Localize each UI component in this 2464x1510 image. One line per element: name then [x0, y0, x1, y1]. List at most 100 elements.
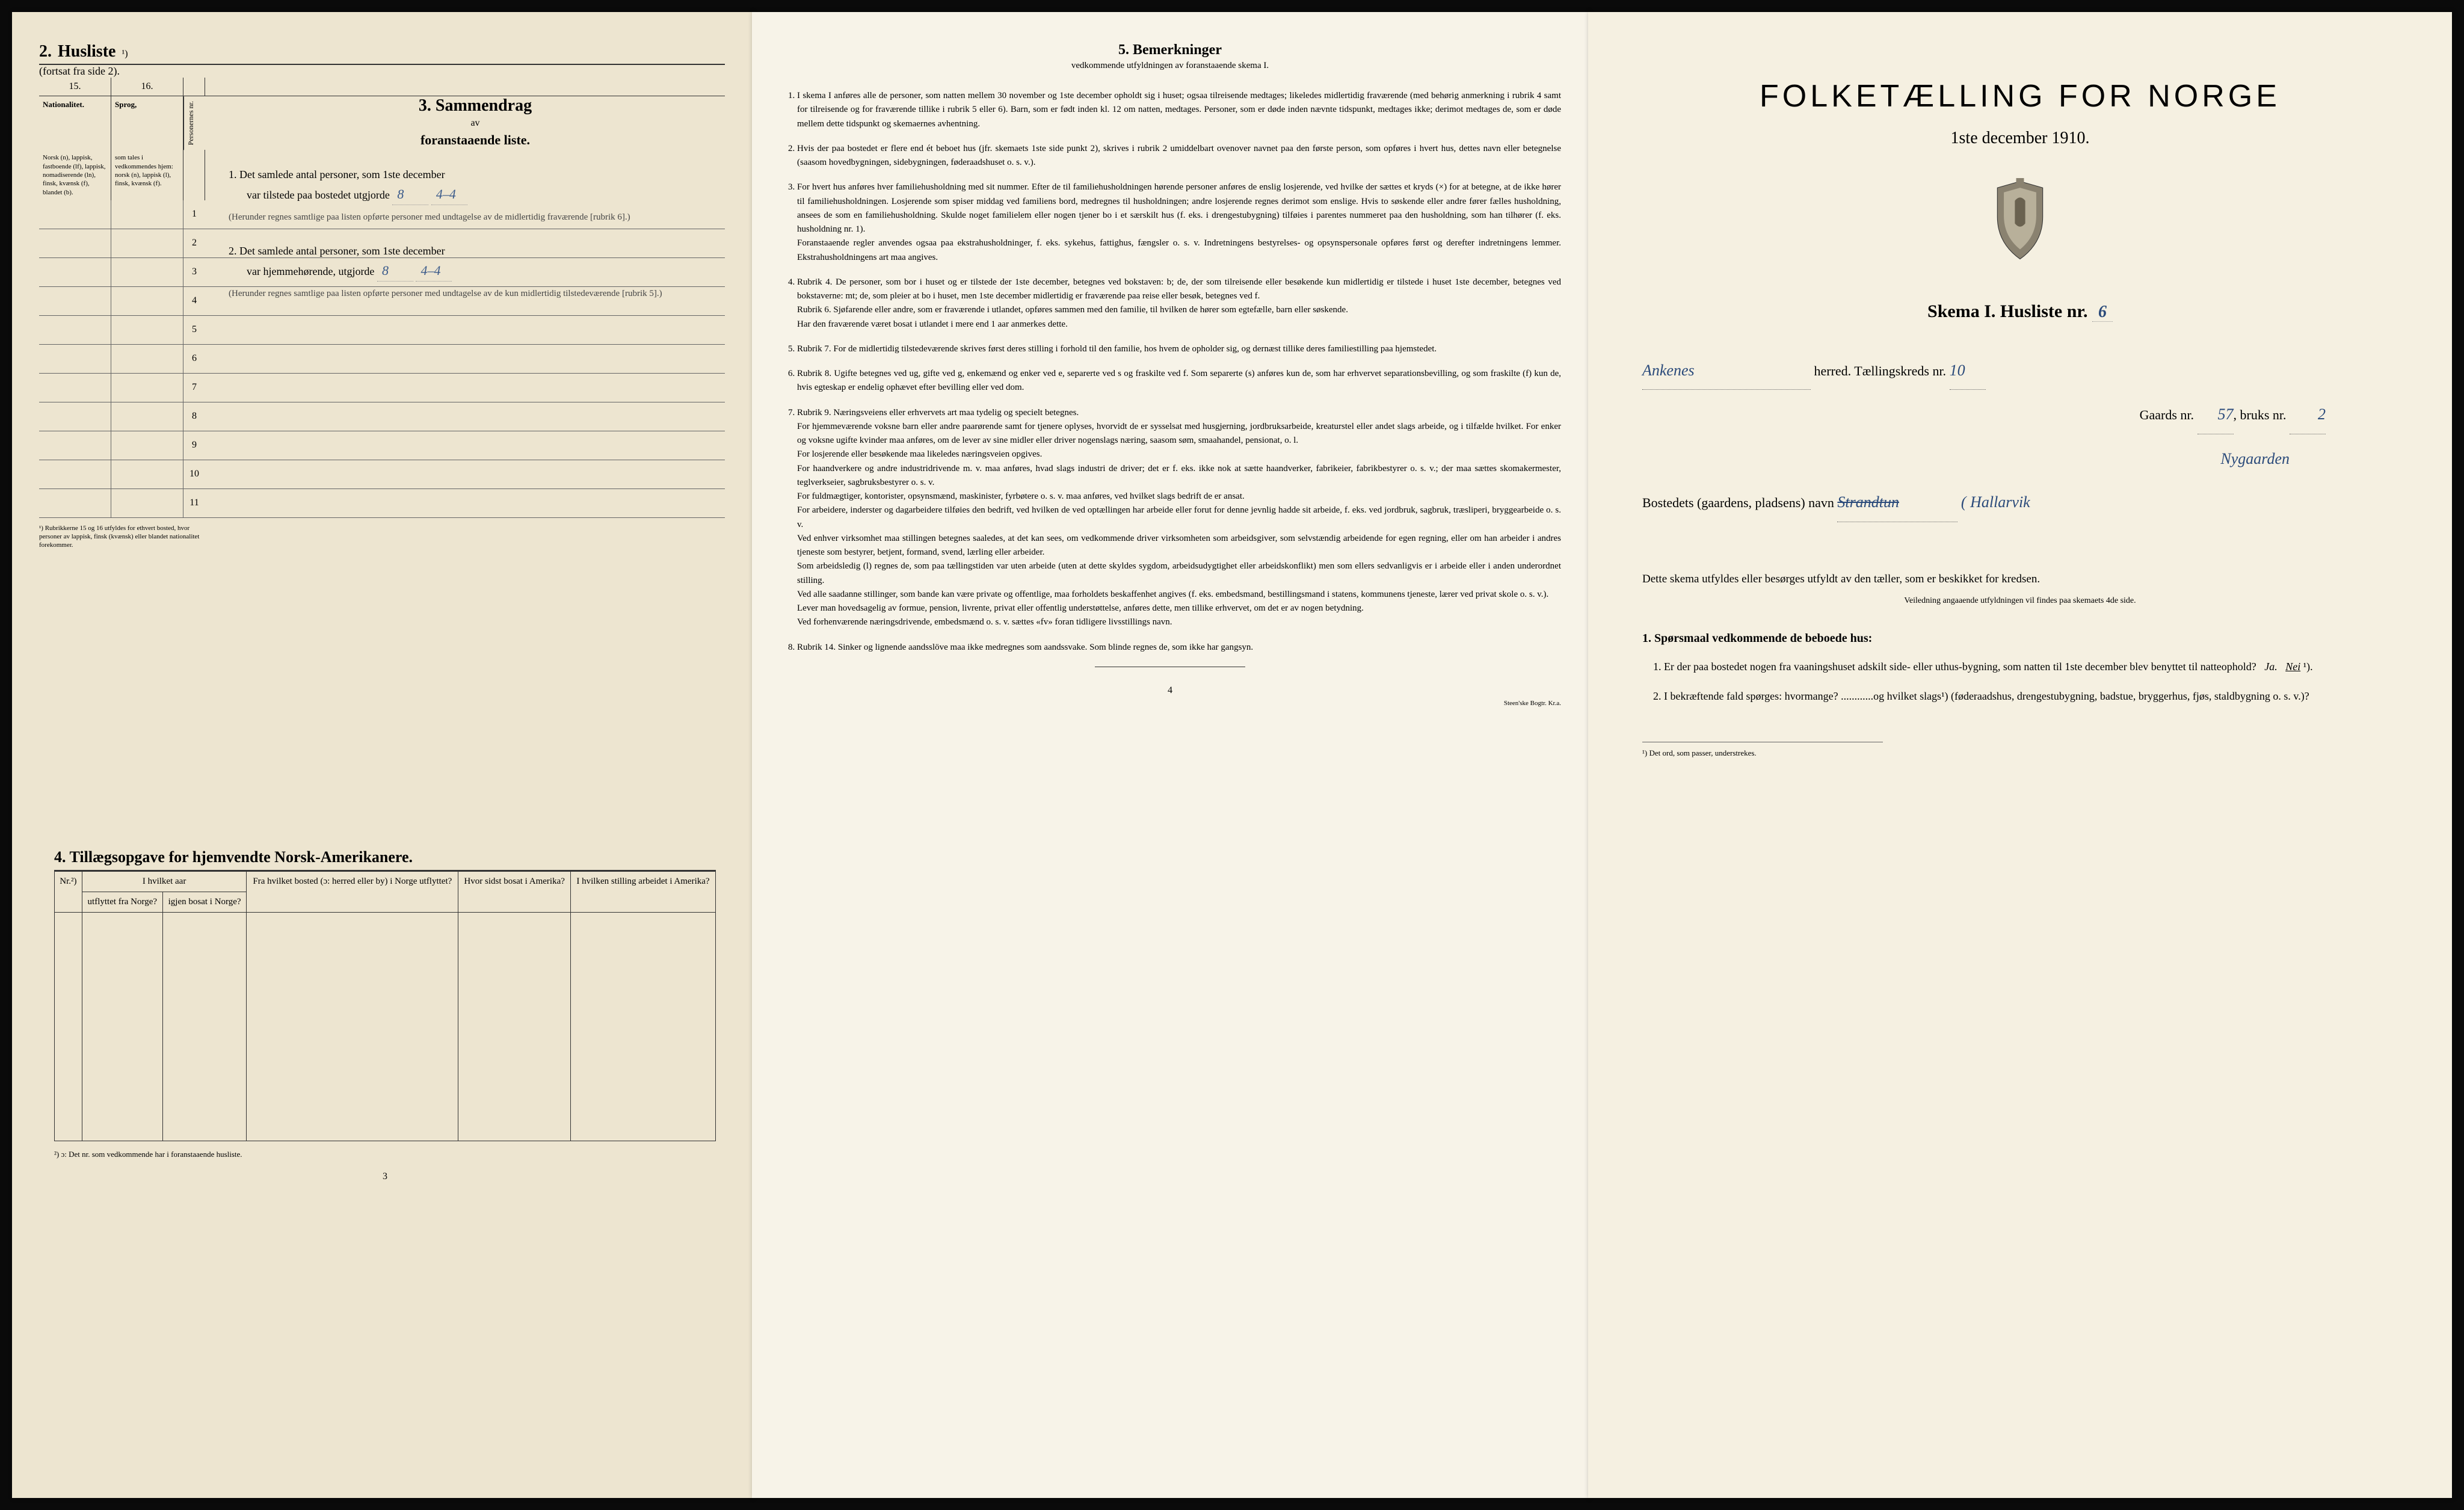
th-nr: Nr.²): [55, 872, 82, 913]
table-row: 6: [39, 345, 725, 374]
husliste-sup: ¹): [122, 49, 128, 60]
row-num: 1: [183, 200, 205, 229]
census-date: 1ste december 1910.: [1642, 129, 2398, 148]
col-p-h: [183, 78, 205, 96]
bosted-paren: ( Hallarvik: [1961, 493, 2030, 511]
gaard-nr: 57: [2198, 396, 2234, 434]
row-num: 9: [183, 431, 205, 460]
bemerk-item: Rubrik 7. For de midlertidig tilstedevær…: [797, 342, 1561, 356]
sam-item1b-text: var tilstede paa bostedet utgjorde: [247, 189, 390, 201]
instr-text: Dette skema utfyldes eller besørges utfy…: [1642, 573, 2040, 585]
husliste-footnote: ¹) Rubrikkerne 15 og 16 utfyldes for eth…: [39, 524, 208, 550]
tillaeg-section: 4. Tillægsopgave for hjemvendte Norsk-Am…: [54, 848, 716, 1182]
census-title: FOLKETÆLLING FOR NORGE: [1642, 78, 2398, 114]
table-row: 5: [39, 316, 725, 345]
husliste-title: Husliste: [58, 42, 116, 61]
table-row: 10: [39, 460, 725, 489]
col-16-h: 16.: [111, 78, 183, 96]
sam-item2-text: 2. Det samlede antal personer, som 1ste …: [229, 245, 445, 257]
page-3: FOLKETÆLLING FOR NORGE 1ste december 191…: [1588, 12, 2452, 1498]
row-num: 8: [183, 402, 205, 431]
col-headers: 15. 16.: [39, 78, 725, 96]
herred-val: Ankenes: [1642, 352, 1811, 390]
sam-item2b-text: var hjemmehørende, utgjorde: [247, 265, 374, 277]
sk+ema-nr: 6: [2092, 303, 2113, 322]
p3-footnote: ¹) Det ord, som passer, understrekes.: [1642, 742, 1883, 758]
sam-note1: (Herunder regnes samtlige paa listen opf…: [229, 210, 722, 224]
row-num: 7: [183, 374, 205, 402]
row-num: 2: [183, 229, 205, 257]
bemerk-num: 5.: [1118, 42, 1129, 58]
skema-line: Skema I. Husliste nr. 6: [1642, 301, 2398, 322]
kreds-nr: 10: [1950, 352, 1986, 390]
tillaeg-row: [55, 913, 716, 1141]
row-num: 4: [183, 287, 205, 315]
tillaeg-title: Tillægsopgave for hjemvendte Norsk-Ameri…: [70, 848, 413, 866]
th-igjen: igjen bosat i Norge?: [162, 892, 247, 913]
skema-label: Skema I. Husliste nr.: [1927, 301, 2087, 321]
table-row: 8: [39, 402, 725, 431]
sam-note2: (Herunder regnes samtlige paa listen opf…: [229, 286, 722, 301]
sammendrag-line1: foranstaaende liste.: [229, 132, 722, 148]
table-row: 7: [39, 374, 725, 402]
bemerk-item: Rubrik 8. Ugifte betegnes ved ug, gifte …: [797, 367, 1561, 395]
nygaard-row: Nygaarden: [1642, 440, 2398, 478]
row-num: 11: [183, 489, 205, 517]
th-bosted: Fra hvilket bosted (ɔ: herred eller by) …: [247, 872, 458, 913]
sam-val2: 8: [377, 260, 413, 282]
th-aar: I hvilket aar: [82, 872, 247, 892]
sam-item-2: 2. Det samlede antal personer, som 1ste …: [229, 242, 722, 301]
nat-label: Nationalitet.: [39, 96, 111, 150]
table-row: 9: [39, 431, 725, 460]
printer-line: Steen'ske Bogtr. Kr.a.: [779, 700, 1561, 707]
page-num-4: 4: [779, 685, 1561, 696]
tillaeg-footnote: ²) ɔ: Det nr. som vedkommende har i fora…: [54, 1150, 716, 1159]
row-num: 6: [183, 345, 205, 373]
document-spread: 2. Husliste ¹) (fortsat fra side 2). 15.…: [12, 12, 2452, 1498]
q1: Er der paa bostedet nogen fra vaaningshu…: [1664, 658, 2398, 676]
sammendrag-title: Sammendrag: [436, 96, 532, 115]
bemerkninger-section: 5. Bemerkninger vedkommende utfyldningen…: [779, 42, 1561, 707]
bemerk-item: Rubrik 9. Næringsveiens eller erhvervets…: [797, 406, 1561, 630]
tillaeg-table: Nr.²) I hvilket aar Fra hvilket bosted (…: [54, 871, 716, 1141]
bemerk-item: Rubrik 4. De personer, som bor i huset o…: [797, 276, 1561, 331]
gaard-lbl: Gaards nr.: [2140, 407, 2194, 422]
bemerk-sub: vedkommende utfyldningen av foranstaaend…: [779, 61, 1561, 71]
sam-val1b: 4–4: [431, 183, 467, 205]
sam-item1-text: 1. Det samlede antal personer, som 1ste …: [229, 168, 445, 180]
tillaeg-num: 4.: [54, 848, 66, 866]
bemerk-item: I skema I anføres alle de personer, som …: [797, 89, 1561, 131]
q-title: 1. Spørsmaal vedkommende de beboede hus:: [1642, 632, 2398, 646]
nygaard-val: Nygaarden: [2220, 450, 2290, 467]
p3-instructions: Dette skema utfyldes eller besørges utfy…: [1642, 570, 2398, 608]
p3-fields: Ankenes herred. Tællingskreds nr. 10 Gaa…: [1642, 352, 2398, 522]
row-num: 5: [183, 316, 205, 344]
bosted-row: Bostedets (gaardens, pladsens) navn Stra…: [1642, 484, 2398, 522]
page-2: 5. Bemerkninger vedkommende utfyldningen…: [752, 12, 1588, 1498]
sam-val2b: 4–4: [416, 260, 452, 282]
q2: I bekræftende fald spørges: hvormange? .…: [1664, 687, 2398, 706]
bemerk-title: Bemerkninger: [1133, 42, 1222, 58]
husliste-cont: (fortsat fra side 2).: [39, 65, 725, 78]
bruks-nr: 2: [2290, 396, 2326, 434]
th-utfl: utflyttet fra Norge?: [82, 892, 162, 913]
bosted-lbl: Bostedets (gaardens, pladsens) navn: [1642, 495, 1834, 510]
table-row: 11: [39, 489, 725, 518]
row-num: 3: [183, 258, 205, 286]
p3-questions: 1. Spørsmaal vedkommende de beboede hus:…: [1642, 632, 2398, 705]
person-label: Personernes nr.: [183, 96, 205, 150]
bemerk-item: Hvis der paa bostedet er flere end ét be…: [797, 142, 1561, 170]
gaard-row: Gaards nr. 57, bruks nr. 2: [1642, 396, 2398, 434]
th-stilling: I hvilken stilling arbeidet i Amerika?: [570, 872, 715, 913]
bemerk-item: Rubrik 14. Sinker og lignende aandsslöve…: [797, 641, 1561, 655]
coat-of-arms-icon: [1642, 178, 2398, 265]
sprog-label: Sprog,: [111, 96, 183, 150]
page-num-3: 3: [54, 1171, 716, 1182]
sammendrag-sub: av: [229, 118, 722, 129]
page-1: 2. Husliste ¹) (fortsat fra side 2). 15.…: [12, 12, 752, 1498]
sam-val1: 8: [392, 183, 428, 205]
nat-desc: Norsk (n), lappisk, fastboende (lf), lap…: [39, 150, 111, 200]
th-sidst: Hvor sidst bosat i Amerika?: [458, 872, 571, 913]
col-15-h: 15.: [39, 78, 111, 96]
sam-item-1: 1. Det samlede antal personer, som 1ste …: [229, 166, 722, 224]
